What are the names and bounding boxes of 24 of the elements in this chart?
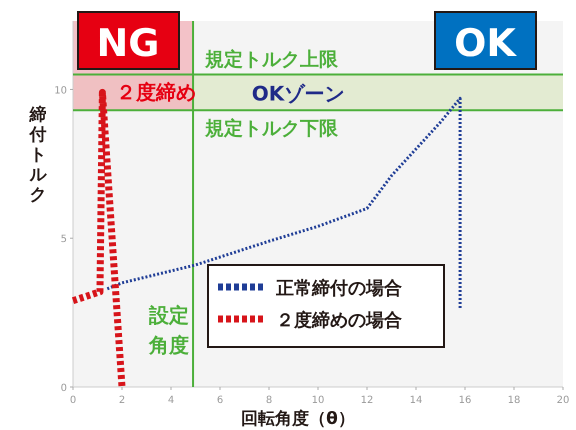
y-axis-title: 締付トルク (28, 105, 48, 205)
legend-label: ２度締めの場合 (276, 310, 402, 331)
y-tick-label: 10 (54, 85, 67, 96)
x-tick-label: 0 (70, 395, 76, 406)
x-tick-label: 4 (168, 395, 174, 406)
band-label: OKゾーン (252, 81, 344, 106)
x-tick-label: 12 (360, 395, 374, 406)
x-tick-label: 6 (216, 395, 224, 406)
y-tick-label: 0 (60, 383, 67, 394)
x-tick-label: 10 (312, 395, 324, 406)
x-tick-label: 2 (118, 395, 126, 406)
x-axis-title: 回転角度（θ） (241, 409, 355, 429)
x-tick-label: 18 (508, 395, 520, 406)
x-tick-label: 8 (266, 395, 272, 406)
x-tick-label: 14 (410, 395, 422, 406)
annotation: NG (96, 21, 160, 65)
ref-line-label: 規定トルク下限 (204, 117, 340, 140)
annotation: OK (454, 21, 518, 65)
ref-line-label: 規定トルク上限 (204, 48, 340, 71)
ref-line-label: 設定角度 (148, 303, 190, 357)
x-tick-label: 20 (556, 395, 570, 406)
x-tick-label: 16 (458, 395, 472, 406)
legend-label: 正常締付の場合 (275, 278, 402, 299)
y-tick-label: 5 (60, 234, 67, 246)
